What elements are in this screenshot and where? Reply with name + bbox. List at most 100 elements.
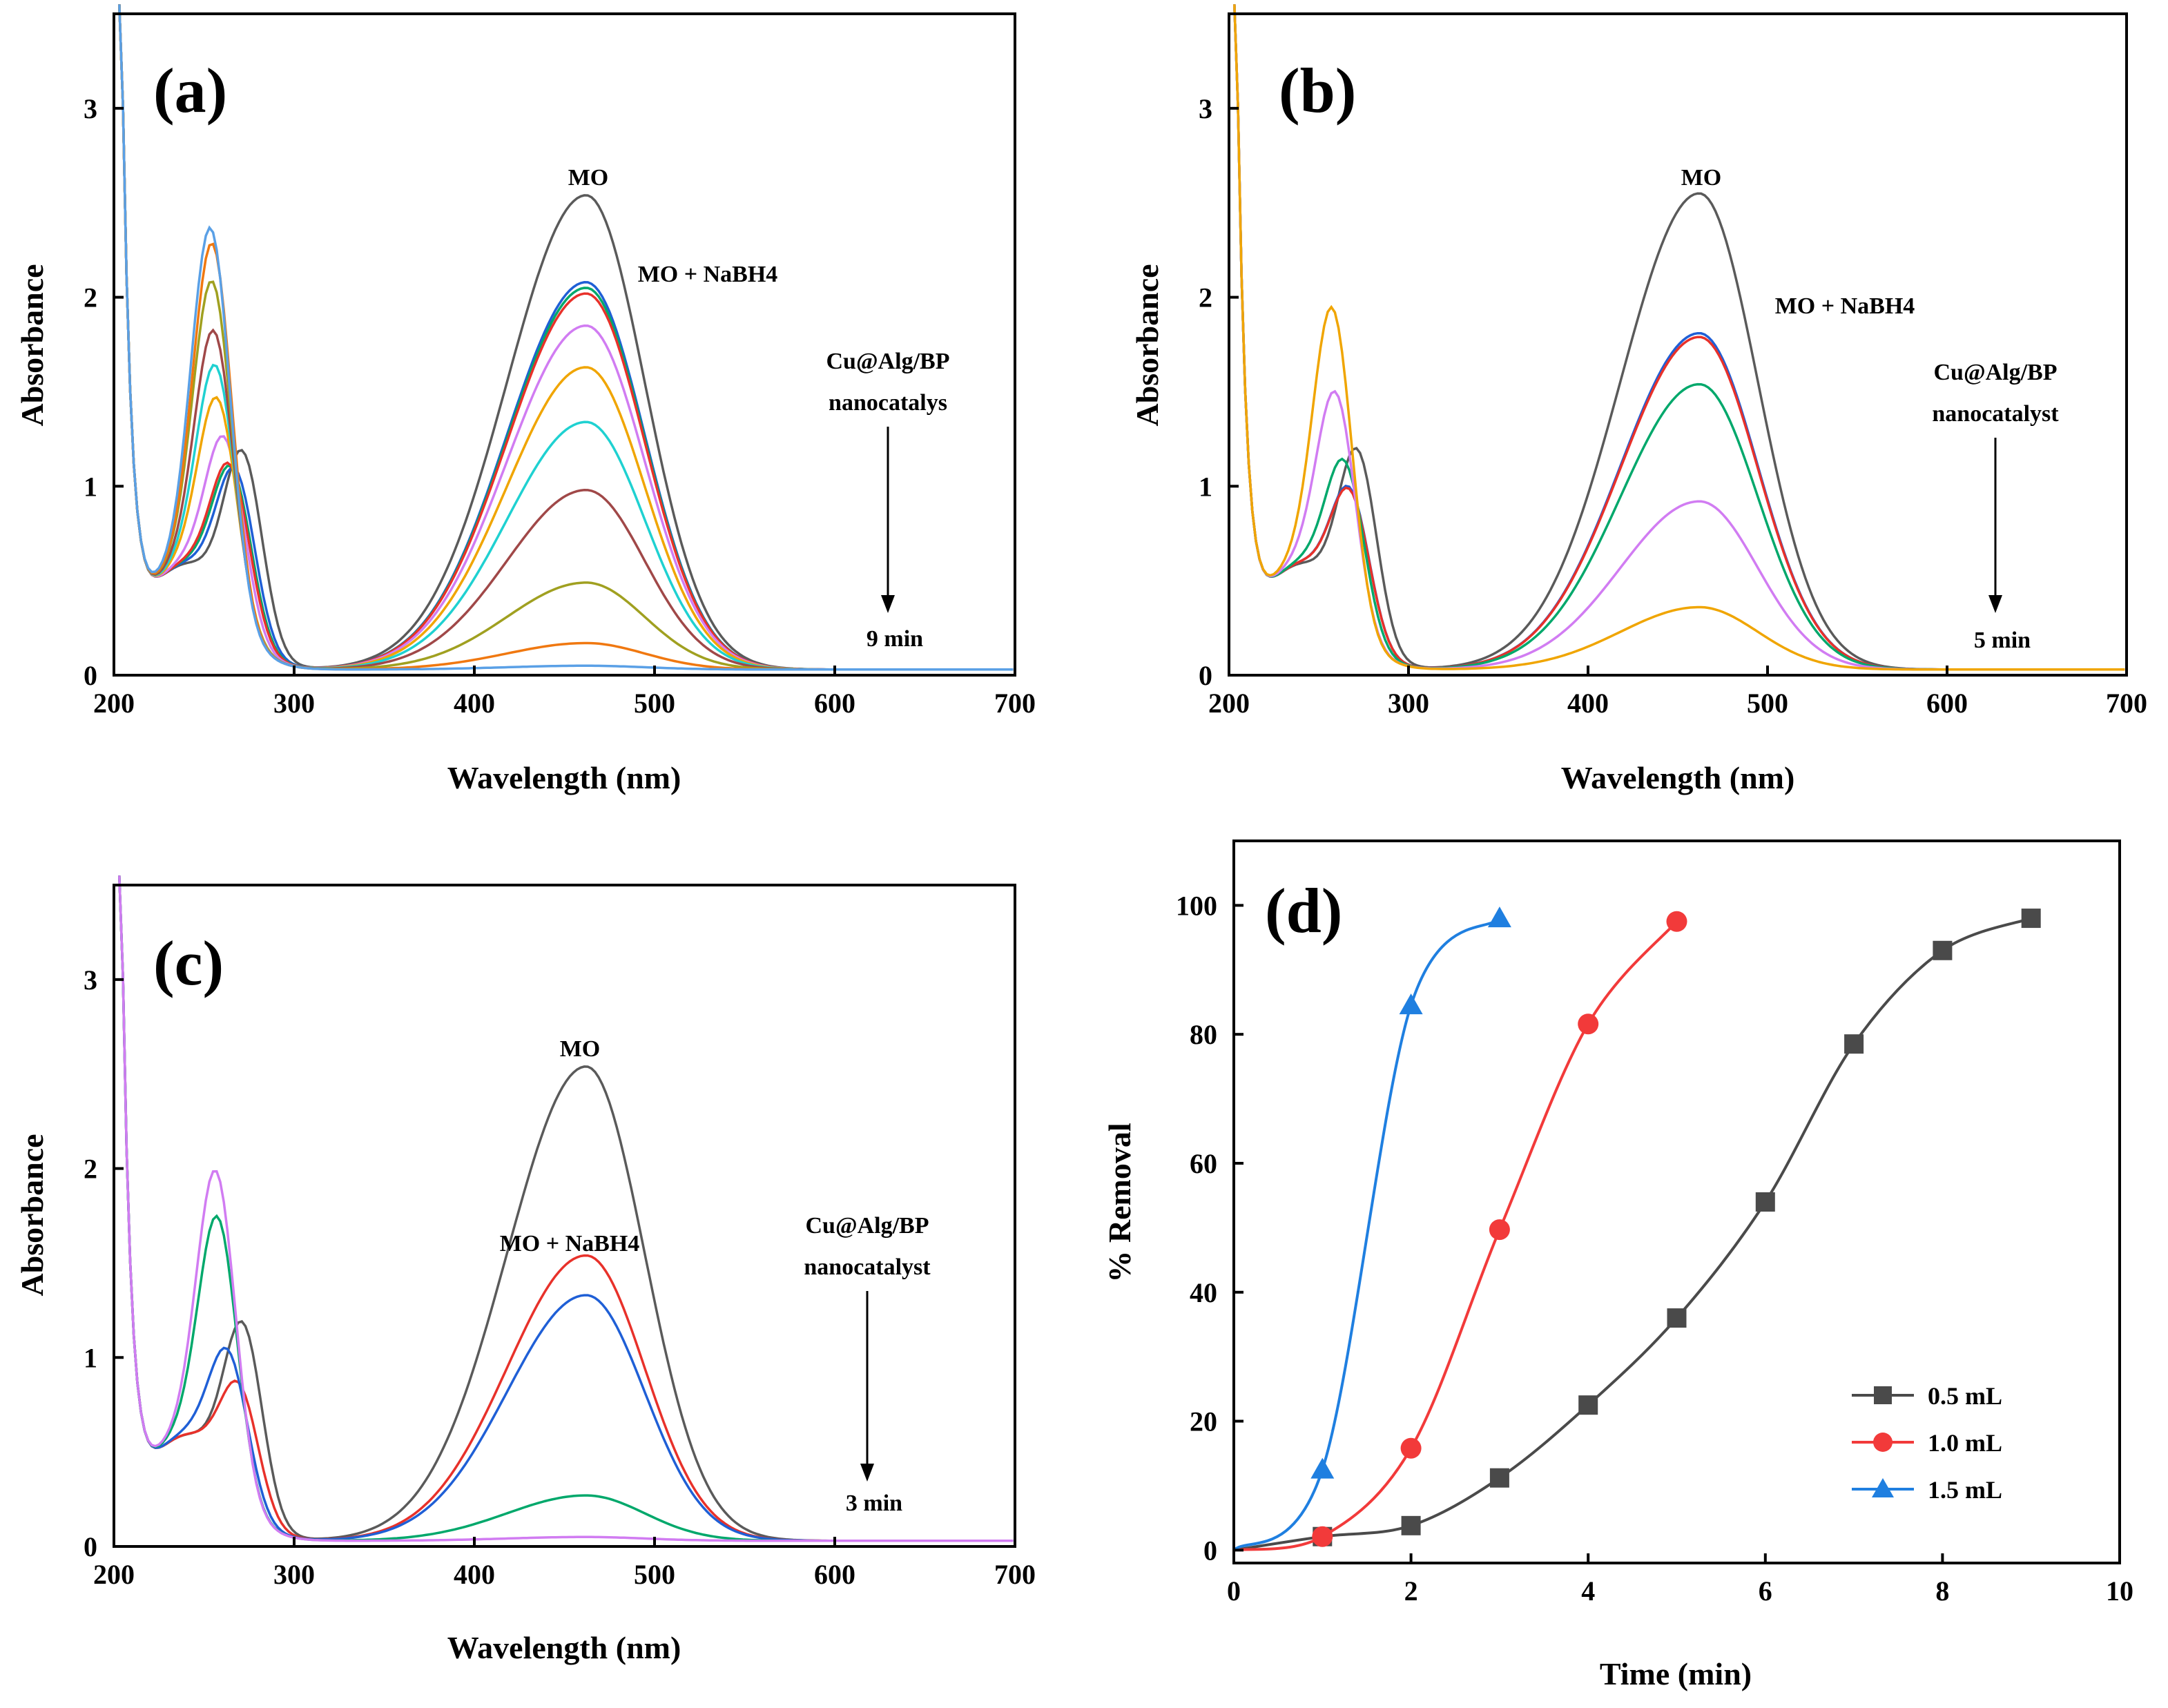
y-tick-label: 0 <box>84 660 97 691</box>
x-tick-label: 700 <box>994 688 1036 719</box>
series-line-0 <box>1233 917 2032 1552</box>
plot-frame <box>1228 12 2128 677</box>
annotation-time: 5 min <box>1974 628 2031 653</box>
annotation-mo: MO <box>560 1036 601 1062</box>
x-tick-label: 4 <box>1581 1575 1595 1607</box>
annotation-time: 9 min <box>867 626 923 652</box>
x-tick-label: 8 <box>1935 1575 1949 1607</box>
legend-label: 1.5 mL <box>1928 1476 2002 1504</box>
y-tick-label: 0 <box>84 1531 97 1562</box>
x-tick-label: 2 <box>1404 1575 1418 1607</box>
data-point <box>1400 1437 1422 1459</box>
x-tick-label: 500 <box>1747 688 1788 719</box>
legend: 0.5 mL 1.0 mL 1.5 mL <box>1852 1382 2002 1504</box>
y-tick-label: 2 <box>1199 282 1212 313</box>
legend-label: 0.5 mL <box>1928 1382 2002 1410</box>
series-line-3 <box>118 875 1014 1542</box>
data-point <box>1666 911 1687 932</box>
y-tick-label: 20 <box>1190 1406 1217 1437</box>
annotation-mo-nabh4: MO + NaBH4 <box>638 262 778 287</box>
x-tick-label: 600 <box>1926 688 1968 719</box>
y-tick-label: 60 <box>1190 1148 1217 1179</box>
annotation-catalyst-line1: Cu@Alg/BP <box>826 349 950 374</box>
annotation-catalyst-line2: nanocatalyst <box>804 1254 931 1280</box>
x-tick-label: 200 <box>93 1559 135 1590</box>
x-tick-label: 700 <box>2106 688 2147 719</box>
y-tick-label: 0 <box>1203 1535 1217 1566</box>
series-line-3 <box>1233 4 2125 671</box>
annotation-mo-nabh4: MO + NaBH4 <box>500 1231 640 1256</box>
y-tick-label: 100 <box>1176 890 1217 921</box>
series-line-1 <box>1233 920 1678 1552</box>
y-axis-title: % Removal <box>1102 1123 1137 1282</box>
series-line-2 <box>1232 917 1501 1551</box>
x-tick-label: 6 <box>1759 1575 1772 1607</box>
series-line-0 <box>118 875 1014 1542</box>
time-arrow-head <box>881 595 895 613</box>
annotation-mo: MO <box>568 165 609 191</box>
data-point <box>1401 1515 1421 1535</box>
panel-c: (c) 200 300 400 500 600 700 0 1 2 3 MO MO + NaBH4… <box>14 875 1036 1665</box>
data-point <box>1312 1526 1333 1547</box>
data-point <box>1667 1308 1687 1328</box>
data-point <box>1310 1457 1335 1479</box>
x-tick-label: 300 <box>1388 688 1429 719</box>
annotation-catalyst-line2: nanocatalys <box>829 390 947 416</box>
legend-item-1-0ml: 1.0 mL <box>1852 1429 2002 1457</box>
annotation-mo: MO <box>1681 165 1722 191</box>
y-tick-label: 1 <box>84 471 97 502</box>
legend-item-0-5ml: 0.5 mL <box>1852 1382 2002 1410</box>
x-tick-label: 300 <box>273 688 315 719</box>
series-line-1 <box>118 875 1014 1542</box>
data-point <box>2021 909 2041 929</box>
y-axis-title: Absorbance <box>14 1134 50 1296</box>
y-tick-label: 3 <box>1199 93 1212 124</box>
y-tick-label: 3 <box>84 93 97 124</box>
panel-b: (b) 200 300 400 500 600 700 0 1 2 3 MO MO + NaBH4… <box>1130 4 2147 795</box>
annotation-time: 3 min <box>846 1491 902 1516</box>
data-point <box>1487 906 1511 928</box>
y-tick-label: 3 <box>84 964 97 996</box>
plot-frame <box>113 884 1016 1548</box>
data-point <box>1844 1034 1864 1054</box>
panel-label: (c) <box>153 928 224 998</box>
series-line-2 <box>118 875 1014 1542</box>
data-point <box>1489 1219 1510 1241</box>
annotation-catalyst-line2: nanocatalyst <box>1932 401 2059 427</box>
x-tick-label: 200 <box>1208 688 1250 719</box>
x-tick-label: 600 <box>814 1559 855 1590</box>
x-tick-label: 400 <box>454 1559 495 1590</box>
x-tick-label: 600 <box>814 688 855 719</box>
x-tick-label: 400 <box>1567 688 1609 719</box>
x-tick-label: 200 <box>93 688 135 719</box>
x-tick-label: 300 <box>273 1559 315 1590</box>
x-axis-title: Time (min) <box>1600 1656 1752 1691</box>
data-point <box>1578 1013 1599 1035</box>
data-point <box>1399 993 1423 1015</box>
x-tick-label: 400 <box>454 688 495 719</box>
y-tick-label: 1 <box>84 1342 97 1373</box>
x-tick-label: 500 <box>634 688 675 719</box>
series-line-5 <box>1233 4 2125 671</box>
panel-label: (b) <box>1279 55 1356 126</box>
x-tick-label: 500 <box>634 1559 675 1590</box>
x-tick-label: 0 <box>1227 1575 1241 1607</box>
x-tick-label: 10 <box>2106 1575 2133 1607</box>
annotation-catalyst-line1: Cu@Alg/BP <box>1934 360 2058 385</box>
time-arrow-head <box>860 1464 874 1482</box>
y-axis-title: Absorbance <box>14 264 50 426</box>
series-line-10 <box>118 4 1014 671</box>
data-point <box>1933 940 1953 960</box>
plot-frame <box>113 12 1016 677</box>
annotation-mo-nabh4: MO + NaBH4 <box>1775 293 1915 319</box>
legend-item-1-5ml: 1.5 mL <box>1852 1476 2002 1504</box>
y-tick-label: 80 <box>1190 1019 1217 1050</box>
time-arrow-head <box>1988 595 2002 613</box>
x-axis-title: Wavelength (nm) <box>447 1630 681 1665</box>
series-line-4 <box>118 875 1014 1542</box>
plot-frame <box>1232 840 2121 1564</box>
y-axis-title: Absorbance <box>1130 264 1165 426</box>
x-tick-label: 700 <box>994 1559 1036 1590</box>
